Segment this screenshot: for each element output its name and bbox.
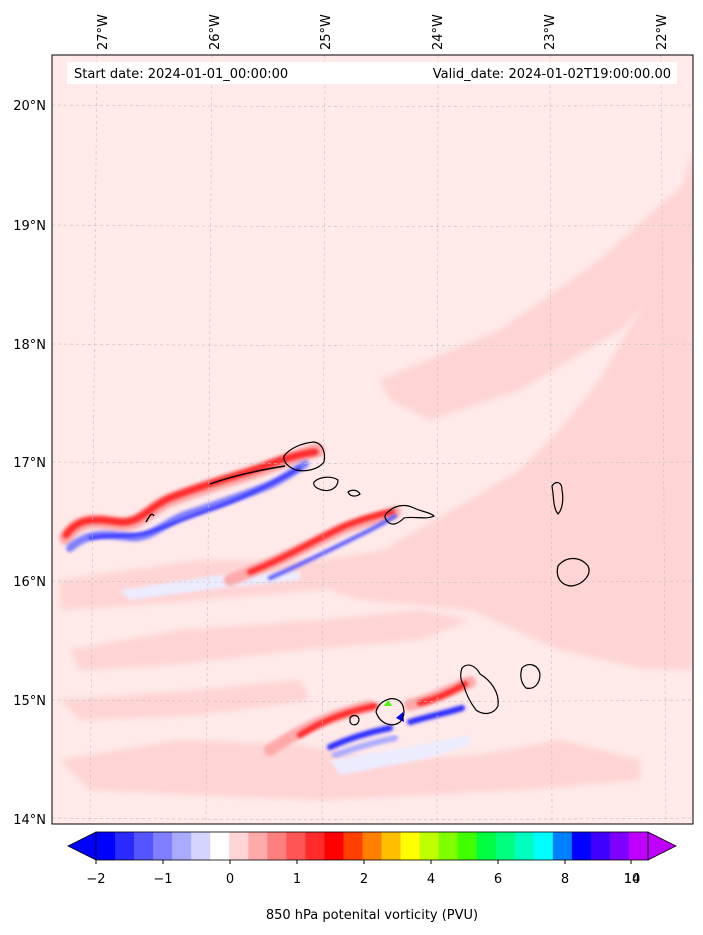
colorbar: −2 −1 0 1 2 4 6 8 10 850 hPa potenital v… <box>67 831 677 923</box>
island-santa-luzia <box>347 489 361 497</box>
pv-positive-north-core <box>62 448 319 539</box>
pv-negative-south-2 <box>332 735 398 758</box>
lat-label: 20°N <box>13 99 46 114</box>
colorbar-tick-label: 2 <box>360 872 368 887</box>
pv-field-streak-2 <box>70 610 470 670</box>
dark-coast-band <box>145 465 286 523</box>
lat-label: 19°N <box>13 219 46 234</box>
colorbar-title: 850 hPa potenital vorticity (PVU) <box>266 908 478 923</box>
island-brava <box>349 714 360 726</box>
pv-negative-central <box>268 514 397 580</box>
colorbar-segments <box>96 832 649 860</box>
colorbar-tick-label: 4 <box>427 872 435 887</box>
colorbar-segment <box>324 832 344 860</box>
colorbar-tick-label: 1 <box>293 872 301 887</box>
colorbar-segment <box>305 832 325 860</box>
colorbar-segment <box>571 832 592 860</box>
lat-labels: 20°N 19°N 18°N 17°N 16°N 15°N 14°N <box>13 99 46 828</box>
island-boa-vista <box>556 557 590 587</box>
island-sao-nicolau <box>384 504 436 525</box>
colorbar-segment <box>286 832 306 860</box>
colorbar-segment <box>343 832 363 860</box>
colorbar-segment <box>229 832 249 860</box>
start-date-label: Start date: 2024-01-01_00:00:00 <box>74 67 288 82</box>
island-sal <box>551 481 564 515</box>
lon-label: 24°W <box>431 14 446 50</box>
colorbar-segment <box>248 832 268 860</box>
colorbar-segment <box>191 832 211 860</box>
colorbar-segment <box>362 832 382 860</box>
island-maio <box>520 664 541 689</box>
colorbar-tick-labels: −2 −1 0 1 2 4 6 8 10 <box>86 872 640 887</box>
colorbar-segment <box>514 832 535 860</box>
colorbar-segment <box>628 832 649 860</box>
colorbar-max-extend <box>647 831 677 861</box>
lon-label: 23°W <box>543 14 558 50</box>
lat-label: 17°N <box>13 456 46 471</box>
valid-date-label: Valid_date: 2024-01-02T19:00:00.00 <box>433 67 671 82</box>
colorbar-segment <box>153 832 173 860</box>
colorbar-tick-label: 10 <box>624 872 641 887</box>
header-box <box>67 62 677 84</box>
colorbar-ticks <box>95 860 632 864</box>
lat-label: 18°N <box>13 338 46 353</box>
pv-positive-central-core <box>247 509 395 575</box>
colorbar-segment <box>172 832 192 860</box>
colorbar-frame <box>95 831 649 861</box>
lat-label: 16°N <box>13 575 46 590</box>
island-sao-vicente <box>313 476 339 492</box>
lat-label: 15°N <box>13 694 46 709</box>
pv-negative-north-core <box>88 466 302 540</box>
colorbar-segment <box>457 832 478 860</box>
colorbar-segment <box>476 832 497 860</box>
pv-negative-south <box>327 705 465 750</box>
island-santo-antao <box>283 441 326 472</box>
lat-label: 14°N <box>13 813 46 828</box>
colorbar-segment <box>210 832 230 860</box>
pv-field-broad-2 <box>380 180 693 420</box>
colorbar-tick-label: 8 <box>561 872 569 887</box>
pv-field-light-blue-2 <box>330 735 470 775</box>
island-fogo <box>375 698 405 726</box>
coastlines <box>283 441 590 726</box>
colorbar-tick-label: 14 <box>624 872 641 887</box>
colorbar-segment <box>96 832 116 860</box>
colorbar-segment <box>495 832 516 860</box>
island-santiago <box>460 664 499 715</box>
colorbar-tick-label: 6 <box>494 872 502 887</box>
colorbar-segment <box>533 832 554 860</box>
pv-field-streak-3 <box>60 680 310 720</box>
colorbar-segment <box>115 832 135 860</box>
map-frame <box>51 54 694 825</box>
colorbar-min-extend <box>67 831 97 861</box>
colorbar-segment <box>267 832 287 860</box>
colorbar-segment <box>609 832 630 860</box>
colorbar-segment <box>419 832 440 860</box>
colorbar-segment <box>134 832 154 860</box>
lon-label: 25°W <box>319 14 334 50</box>
colorbar-segment <box>381 832 401 860</box>
colorbar-segment <box>400 832 420 860</box>
colorbar-segment <box>438 832 459 860</box>
colorbar-tick-label: 0 <box>226 872 234 887</box>
lon-labels: 27°W 26°W 25°W 24°W 23°W 22°W <box>96 14 670 50</box>
lon-label: 27°W <box>96 14 111 50</box>
gridlines <box>52 55 693 824</box>
pv-green-spot <box>384 700 392 706</box>
colorbar-segment <box>552 832 573 860</box>
map-plot-area[interactable] <box>52 55 693 824</box>
colorbar-segment <box>590 832 611 860</box>
colorbar-tick-label: −2 <box>86 872 105 887</box>
lon-label: 26°W <box>208 14 223 50</box>
colorbar-tick-label: −1 <box>153 872 172 887</box>
pv-field-streak-5 <box>520 575 660 605</box>
lon-label: 22°W <box>655 14 670 50</box>
pv-field-light-blue <box>120 572 300 600</box>
